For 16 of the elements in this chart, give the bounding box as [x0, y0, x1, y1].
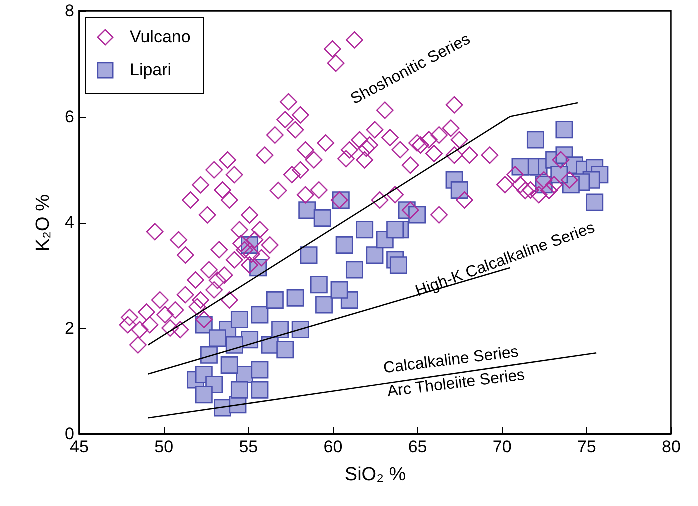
y-axis-title: K₂O % — [33, 194, 54, 252]
x-axis-title: SiO₂ % — [344, 464, 406, 486]
y-tick-label: 4 — [65, 213, 74, 232]
y-tick-label: 8 — [65, 2, 74, 20]
y-tick-label: 6 — [65, 107, 74, 126]
x-tick-label: 80 — [662, 438, 681, 456]
x-tick-label: 50 — [154, 438, 174, 456]
y-tick-label: 2 — [65, 318, 74, 338]
legend-label: Vulcano — [130, 28, 191, 46]
x-tick-label: 75 — [577, 438, 596, 456]
x-tick-label: 55 — [239, 438, 258, 456]
x-tick-label: 60 — [324, 438, 343, 456]
y-tick-label: 0 — [65, 424, 74, 444]
x-tick-label: 70 — [492, 438, 512, 456]
legend-label: Lipari — [130, 60, 172, 80]
x-tick-label: 65 — [408, 438, 428, 456]
